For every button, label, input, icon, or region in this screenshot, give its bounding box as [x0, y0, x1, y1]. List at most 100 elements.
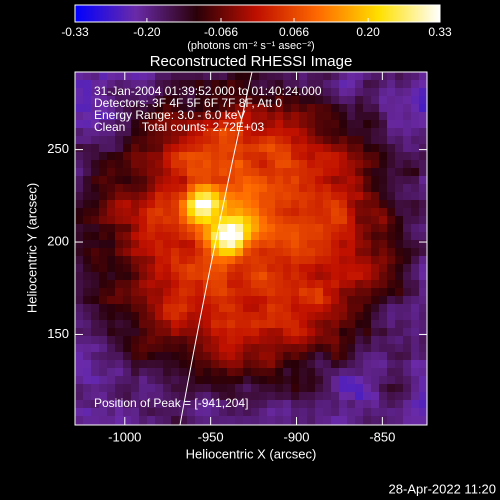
image-pixel [371, 384, 380, 393]
image-pixel [99, 112, 108, 121]
image-pixel [395, 280, 404, 289]
image-pixel [419, 344, 428, 353]
image-pixel [379, 280, 388, 289]
image-pixel [179, 296, 188, 305]
image-pixel [99, 176, 108, 185]
image-pixel [395, 96, 404, 105]
image-pixel [323, 416, 332, 425]
image-pixel [75, 160, 84, 169]
image-pixel [171, 80, 180, 89]
image-pixel [395, 288, 404, 297]
image-pixel [123, 184, 132, 193]
image-pixel [379, 304, 388, 313]
image-pixel [203, 168, 212, 177]
image-pixel [99, 224, 108, 233]
image-pixel [99, 168, 108, 177]
image-pixel [139, 304, 148, 313]
image-pixel [291, 72, 300, 81]
image-pixel [419, 88, 428, 97]
image-pixel [219, 304, 228, 313]
image-pixel [227, 280, 236, 289]
image-pixel [107, 120, 116, 129]
image-pixel [227, 192, 236, 201]
image-pixel [83, 240, 92, 249]
image-pixel [419, 336, 428, 345]
image-pixel [227, 256, 236, 265]
image-pixel [163, 384, 172, 393]
image-pixel [123, 264, 132, 273]
image-pixel [155, 336, 164, 345]
image-pixel [259, 272, 268, 281]
image-pixel [283, 104, 292, 113]
image-pixel [387, 72, 396, 81]
image-pixel [115, 264, 124, 273]
image-pixel [371, 96, 380, 105]
image-pixel [219, 152, 228, 161]
image-pixel [307, 312, 316, 321]
image-pixel [331, 304, 340, 313]
annotation: Clean Total counts: 2.72E+03 [94, 120, 265, 134]
image-pixel [411, 88, 420, 97]
image-pixel [115, 384, 124, 393]
image-pixel [291, 400, 300, 409]
image-pixel [139, 264, 148, 273]
image-pixel [187, 88, 196, 97]
image-pixel [147, 120, 156, 129]
image-pixel [243, 256, 252, 265]
image-pixel [123, 112, 132, 121]
image-pixel [243, 208, 252, 217]
image-pixel [123, 240, 132, 249]
image-pixel [171, 216, 180, 225]
image-pixel [139, 104, 148, 113]
image-pixel [419, 72, 428, 81]
image-pixel [339, 104, 348, 113]
image-pixel [179, 88, 188, 97]
image-pixel [243, 352, 252, 361]
image-pixel [363, 96, 372, 105]
image-pixel [91, 328, 100, 337]
image-pixel [387, 352, 396, 361]
image-pixel [187, 312, 196, 321]
image-pixel [379, 312, 388, 321]
image-pixel [99, 360, 108, 369]
image-pixel [83, 280, 92, 289]
image-pixel [187, 384, 196, 393]
image-pixel [411, 192, 420, 201]
image-pixel [419, 112, 428, 121]
image-pixel [299, 168, 308, 177]
image-pixel [83, 200, 92, 209]
image-pixel [323, 256, 332, 265]
image-pixel [179, 120, 188, 129]
image-pixel [371, 200, 380, 209]
image-pixel [99, 120, 108, 129]
image-pixel [355, 224, 364, 233]
image-pixel [107, 392, 116, 401]
image-pixel [235, 152, 244, 161]
image-pixel [291, 384, 300, 393]
image-pixel [91, 272, 100, 281]
image-pixel [363, 272, 372, 281]
image-pixel [203, 232, 212, 241]
image-pixel [91, 416, 100, 425]
image-pixel [131, 416, 140, 425]
image-pixel [211, 360, 220, 369]
image-pixel [115, 368, 124, 377]
image-pixel [107, 224, 116, 233]
image-pixel [379, 288, 388, 297]
image-pixel [251, 304, 260, 313]
x-tick-label: -900 [283, 429, 309, 444]
image-pixel [99, 264, 108, 273]
image-pixel [403, 128, 412, 137]
image-pixel [219, 216, 228, 225]
image-pixel [411, 168, 420, 177]
image-pixel [211, 256, 220, 265]
image-pixel [219, 72, 228, 81]
image-pixel [403, 176, 412, 185]
image-pixel [195, 208, 204, 217]
image-pixel [283, 176, 292, 185]
image-pixel [203, 360, 212, 369]
image-pixel [99, 376, 108, 385]
image-pixel [219, 136, 228, 145]
image-pixel [203, 272, 212, 281]
image-pixel [187, 280, 196, 289]
